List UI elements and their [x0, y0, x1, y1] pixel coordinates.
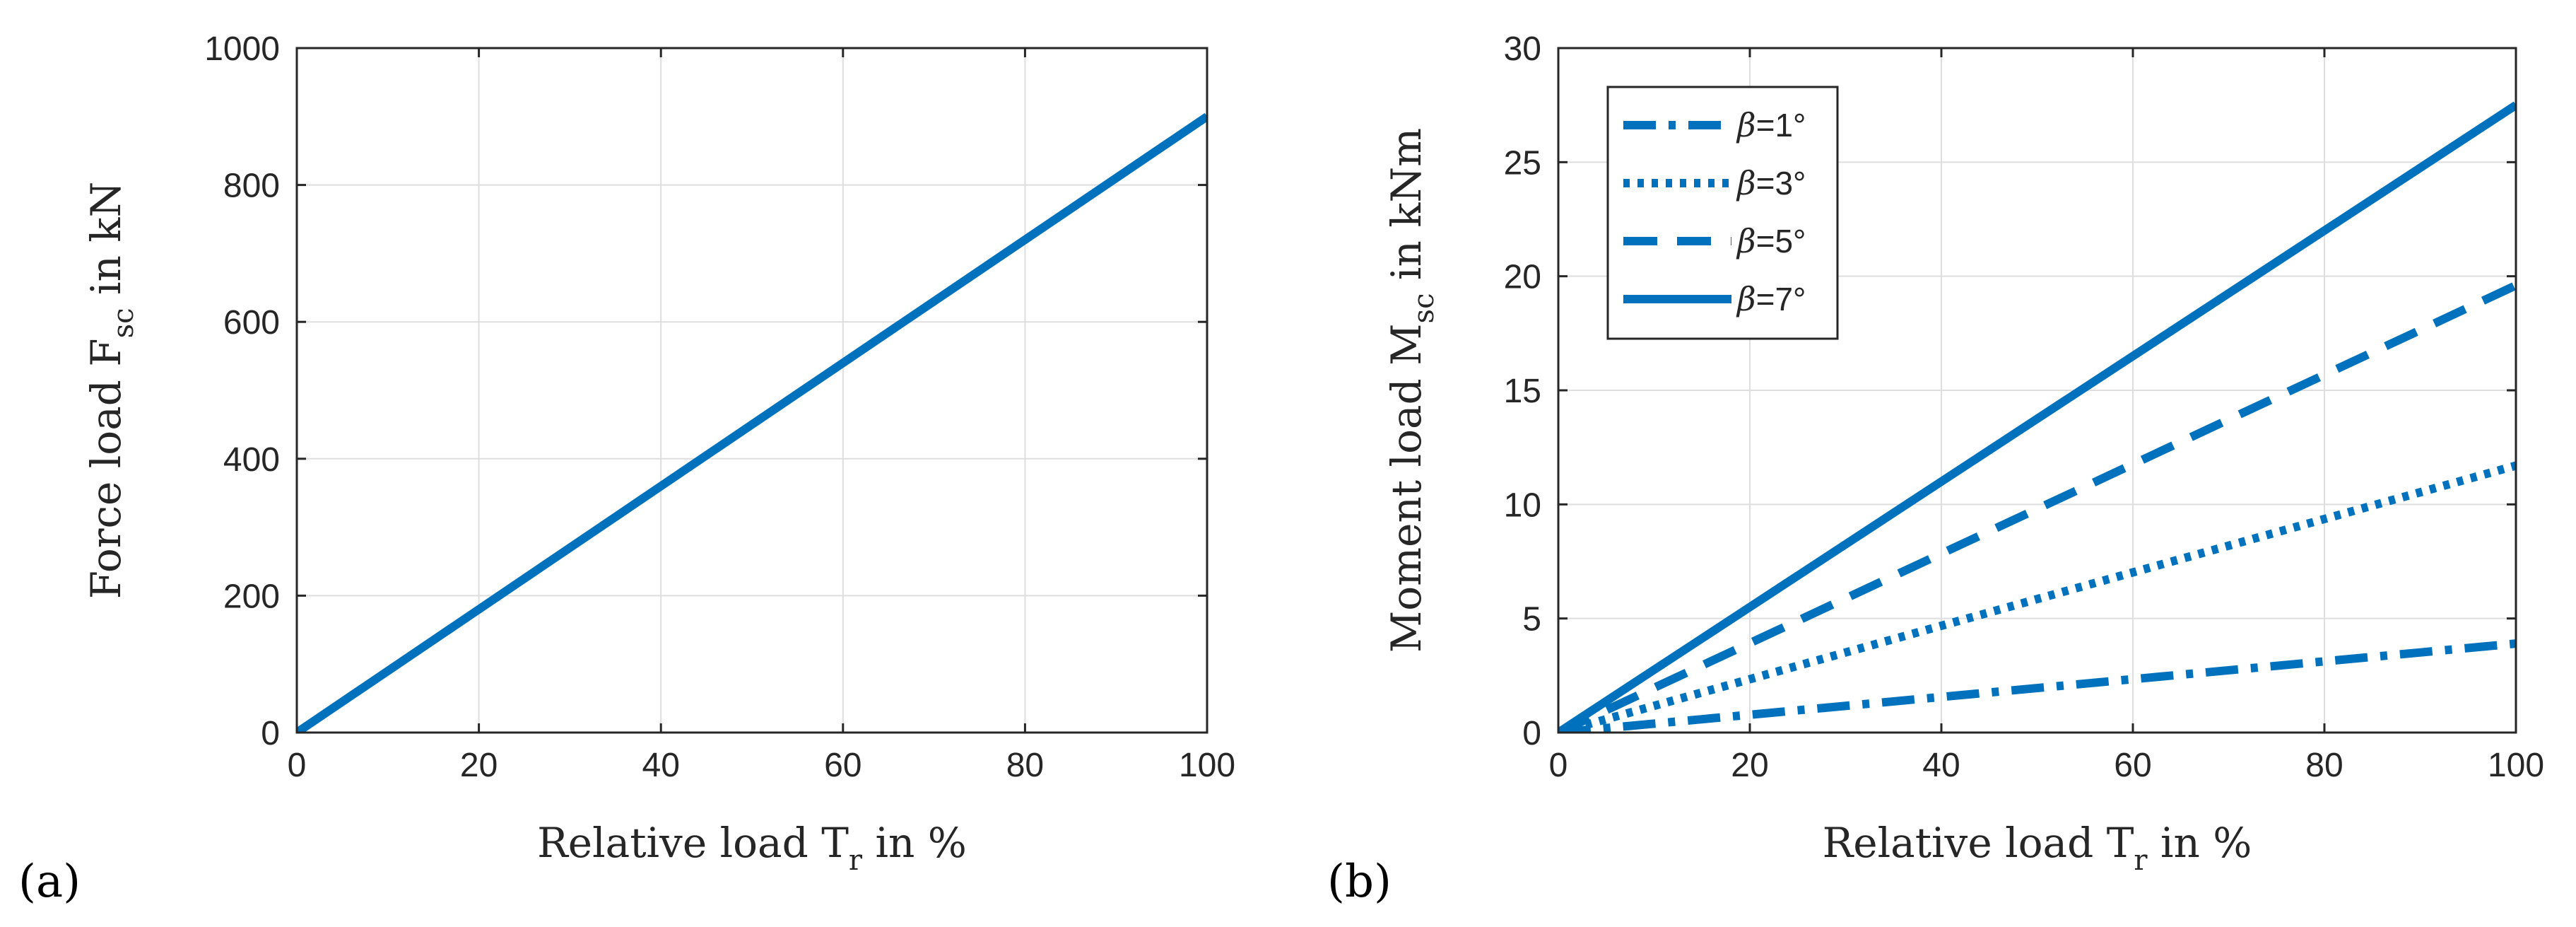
axes-box	[295, 47, 1208, 734]
y-tick-label: 5	[1522, 601, 1541, 639]
x-tick-label: 0	[288, 747, 307, 784]
y-tick-label: 10	[1504, 486, 1541, 524]
y-axis-label-subscript: sc	[1408, 293, 1440, 324]
series-line-solid	[1558, 101, 2516, 733]
series-line-dashdot	[1558, 639, 2516, 733]
x-tick-label: 0	[1549, 747, 1568, 784]
y-tick-label: 0	[261, 715, 280, 752]
y-axis-label-main: Force load F	[82, 338, 130, 599]
y-axis-label: Force load Fsc in kN	[82, 182, 140, 599]
x-tick-label: 60	[824, 747, 861, 784]
panel-label: (b)	[1327, 856, 1392, 908]
y-tick-label: 800	[223, 168, 280, 205]
y-axis-label-suffix: in kN	[82, 182, 130, 308]
x-tick-label: 80	[2305, 747, 2343, 784]
series-group	[297, 112, 1207, 733]
legend-beta-value: =3°	[1756, 165, 1806, 202]
x-axis-label: Relative load Tr in %	[1823, 819, 2252, 877]
legend-entry-label: β=3°	[1736, 164, 1806, 202]
series-line-dotted	[1558, 461, 2516, 733]
legend-beta-symbol: β	[1736, 222, 1756, 260]
plot-area	[297, 48, 1207, 733]
panel-b-moment-load-chart: 0 20 40 60 80 100 0 5 10 15 20 25 30 Relative load Tr…	[1327, 30, 2544, 908]
y-axis-label-main: Moment load M	[1382, 323, 1430, 653]
series-group	[1558, 101, 2516, 733]
legend-entry-label: β=5°	[1736, 222, 1806, 260]
series-line-dashed	[1558, 281, 2516, 733]
legend-beta-symbol: β	[1736, 106, 1756, 144]
legend-beta-symbol: β	[1736, 164, 1756, 202]
y-axis-label: Moment load Msc in kNm	[1382, 128, 1440, 653]
legend: β=1°β=3°β=5°β=7°	[1606, 86, 1839, 340]
y-tick-label: 0	[1522, 715, 1541, 752]
y-tick-label: 15	[1504, 373, 1541, 410]
x-axis-label-subscript: r	[2134, 844, 2148, 877]
x-axis-label-subscript: r	[849, 844, 863, 877]
x-axis-label: Relative load Tr in %	[537, 819, 967, 877]
legend-beta-value: =5°	[1756, 223, 1806, 260]
x-tick-label: 100	[1179, 747, 1235, 784]
x-axis-label-main: Relative load T	[537, 819, 849, 867]
panel-label: (a)	[18, 856, 81, 908]
x-tick-label: 20	[460, 747, 498, 784]
y-tick-label: 20	[1504, 259, 1541, 296]
y-axis-label-subscript: sc	[107, 308, 140, 338]
x-axis-label-suffix: in %	[2148, 819, 2252, 867]
x-tick-label: 40	[642, 747, 680, 784]
y-tick-label: 25	[1504, 144, 1541, 182]
axes-box	[1557, 47, 2517, 734]
x-axis-label-suffix: in %	[862, 819, 967, 867]
legend-beta-value: =1°	[1756, 107, 1806, 144]
x-tick-label: 40	[1922, 747, 1960, 784]
x-tick-label: 80	[1006, 747, 1044, 784]
y-tick-label: 400	[223, 441, 280, 479]
legend-beta-value: =7°	[1756, 281, 1806, 317]
legend-entry-label: β=7°	[1736, 280, 1806, 318]
legend-entry-label: β=1°	[1736, 106, 1806, 144]
x-tick-label: 20	[1731, 747, 1768, 784]
y-axis-label-suffix: in kNm	[1382, 128, 1430, 293]
x-axis-label-main: Relative load T	[1823, 819, 2134, 867]
y-tick-label: 600	[223, 304, 280, 342]
x-tick-label: 60	[2114, 747, 2151, 784]
series-line-solid	[297, 112, 1207, 733]
x-tick-label: 100	[2488, 747, 2544, 784]
legend-beta-symbol: β	[1736, 280, 1756, 318]
y-tick-label: 30	[1504, 30, 1541, 68]
y-tick-label: 1000	[204, 30, 280, 68]
y-tick-label: 200	[223, 578, 280, 615]
